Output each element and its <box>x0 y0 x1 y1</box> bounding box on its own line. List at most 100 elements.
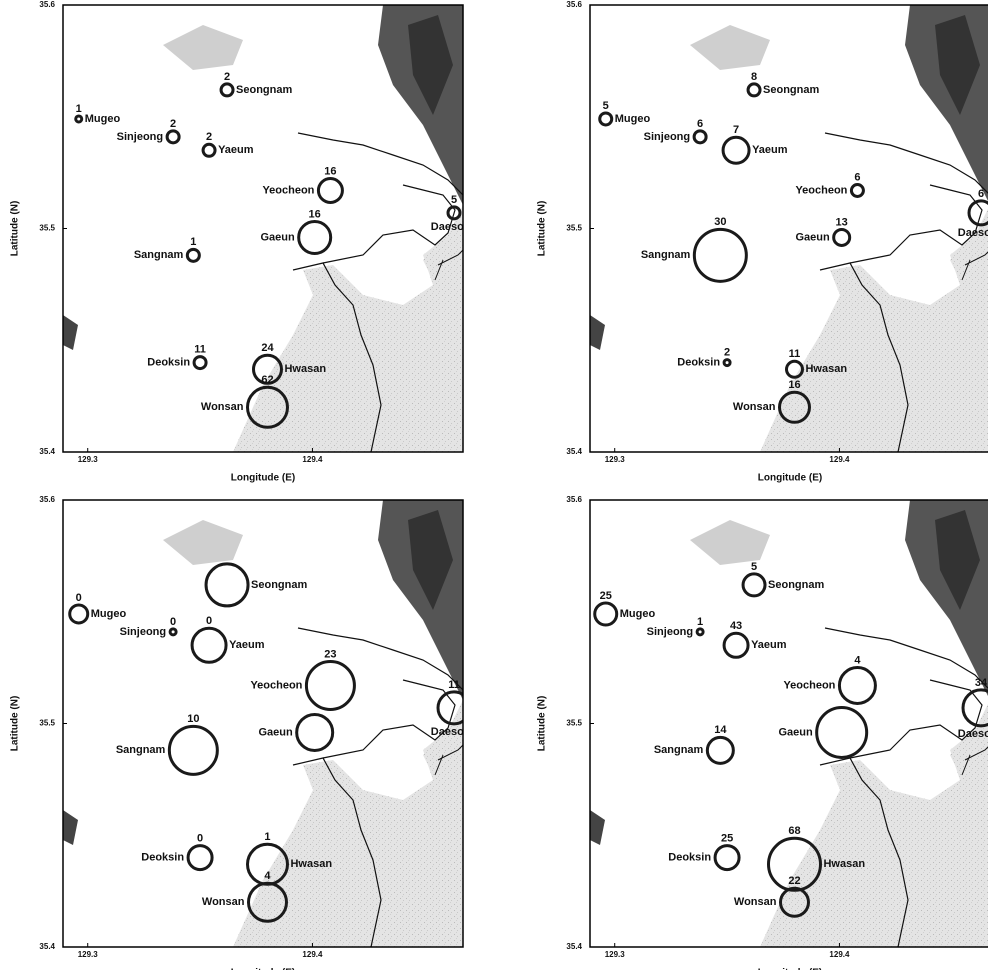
value-label: 25 <box>721 833 733 845</box>
value-label: 16 <box>788 379 800 391</box>
station-name: Deoksin <box>141 852 184 864</box>
station-name: Sangnam <box>134 249 184 261</box>
value-label: 6 <box>978 188 984 200</box>
station-name: Sinjeong <box>647 626 693 638</box>
station-name: Hwasan <box>284 363 326 375</box>
station-name: Daesong <box>958 728 988 740</box>
value-label: 11 <box>448 679 460 691</box>
value-label: 14 <box>714 724 727 736</box>
value-label: 11 <box>789 348 801 360</box>
value-label: 34 <box>975 677 988 689</box>
value-label: 16 <box>324 165 336 177</box>
station-name: Yeocheon <box>783 679 835 691</box>
station-name: Sangnam <box>641 249 691 261</box>
station-name: Gaeun <box>778 726 813 738</box>
x-tick-label: 129.4 <box>829 455 850 464</box>
y-tick-label: 35.4 <box>39 942 55 951</box>
y-axis-label: Latitude (N) <box>10 696 21 752</box>
y-tick-label: 35.4 <box>39 447 55 456</box>
station-name: Yeocheon <box>250 679 302 691</box>
value-label: 0 <box>206 615 212 627</box>
y-axis-label: Latitude (N) <box>10 201 21 257</box>
value-label: 1 <box>190 236 196 248</box>
value-label: 4 <box>854 654 861 666</box>
value-label: 25 <box>600 590 612 602</box>
station-name: Seongnam <box>251 579 307 591</box>
station-name: Yeocheon <box>262 184 314 196</box>
station-name: Wonsan <box>733 401 776 413</box>
y-axis-label: Latitude (N) <box>537 201 548 257</box>
value-label: 2 <box>724 347 730 359</box>
station-name: Daesong <box>431 726 477 738</box>
station-name: Hwasan <box>805 363 847 375</box>
station-name: Seongnam <box>236 84 292 96</box>
value-label: 0 <box>76 592 82 604</box>
x-tick-label: 129.3 <box>78 455 99 464</box>
value-label: 1 <box>76 103 82 115</box>
y-axis-label: Latitude (N) <box>537 696 548 752</box>
value-label: 22 <box>788 875 800 887</box>
station-name: Sangnam <box>654 744 704 756</box>
value-label: 4 <box>264 870 271 882</box>
value-label: 13 <box>836 216 848 228</box>
y-tick-label: 35.5 <box>566 224 582 233</box>
station-name: Yaeum <box>218 144 254 156</box>
station-name: Deoksin <box>677 357 720 369</box>
station-name: Deoksin <box>668 852 711 864</box>
map-panel: 1Mugeo2Seongnam2Sinjeong2Yaeum16Yeocheon… <box>10 0 478 484</box>
basemap <box>63 500 463 947</box>
station-name: Gaeun <box>795 231 830 243</box>
y-tick-label: 35.4 <box>566 447 582 456</box>
value-label: 6 <box>697 118 703 130</box>
x-tick-label: 129.4 <box>829 950 850 959</box>
station-name: Yaeum <box>752 144 788 156</box>
value-label: 68 <box>788 825 800 837</box>
y-tick-label: 35.4 <box>566 942 582 951</box>
station-name: Mugeo <box>91 608 127 620</box>
y-tick-label: 35.5 <box>566 719 582 728</box>
station-name: Daesong <box>431 221 477 233</box>
y-tick-label: 35.6 <box>39 0 55 9</box>
x-tick-label: 129.3 <box>605 455 626 464</box>
station-name: Wonsan <box>201 401 244 413</box>
map-panel: 0MugeoSeongnam0Sinjeong0Yaeum23YeocheonG… <box>10 495 478 970</box>
value-label: 1 <box>697 616 703 628</box>
station-name: Seongnam <box>768 579 824 591</box>
value-label: 0 <box>170 616 176 628</box>
x-tick-label: 129.3 <box>78 950 99 959</box>
station-name: Mugeo <box>85 113 121 125</box>
map-panel: 5Mugeo8Seongnam6Sinjeong7Yaeum6Yeocheon1… <box>537 0 988 484</box>
value-label: 0 <box>197 833 203 845</box>
value-label: 2 <box>206 131 212 143</box>
value-label: 30 <box>714 216 726 228</box>
value-label: 62 <box>261 374 273 386</box>
station-name: Wonsan <box>202 896 245 908</box>
y-tick-label: 35.5 <box>39 719 55 728</box>
value-label: 5 <box>451 194 457 206</box>
station-name: Yaeum <box>229 639 265 651</box>
value-label: 8 <box>751 71 757 83</box>
station-name: Yaeum <box>751 639 787 651</box>
station-name: Gaeun <box>258 726 293 738</box>
value-label: 24 <box>261 342 274 354</box>
value-label: 23 <box>324 648 336 660</box>
value-label: 5 <box>751 561 757 573</box>
station-name: Wonsan <box>734 896 777 908</box>
station-name: Seongnam <box>763 84 819 96</box>
station-name: Sangnam <box>116 744 166 756</box>
value-label: 5 <box>603 100 609 112</box>
value-label: 2 <box>224 71 230 83</box>
station-name: Sinjeong <box>644 131 690 143</box>
station-name: Deoksin <box>147 357 190 369</box>
x-tick-label: 129.4 <box>302 950 323 959</box>
page: {"chart_data": [ {"type": "bubble", "xla… <box>0 0 988 975</box>
station-name: Yeocheon <box>795 184 847 196</box>
y-tick-label: 35.6 <box>566 0 582 9</box>
station-name: Daesong <box>958 227 988 239</box>
value-label: 10 <box>187 713 199 725</box>
figure: 1Mugeo2Seongnam2Sinjeong2Yaeum16Yeocheon… <box>0 0 988 970</box>
station-name: Gaeun <box>260 231 295 243</box>
value-label: 2 <box>170 118 176 130</box>
value-label: 16 <box>309 208 321 220</box>
